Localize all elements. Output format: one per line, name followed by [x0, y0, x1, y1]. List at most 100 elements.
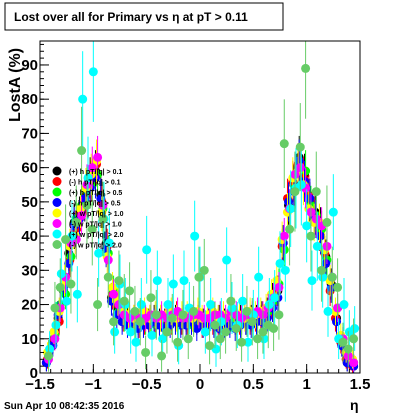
data-point — [109, 289, 119, 299]
data-point — [311, 187, 321, 197]
data-point — [227, 303, 237, 313]
data-point — [339, 300, 349, 310]
data-point — [61, 235, 71, 245]
data-point — [259, 334, 269, 344]
data-point — [50, 303, 60, 313]
y-tick-label: 50 — [21, 194, 38, 211]
data-point — [254, 272, 264, 282]
data-point — [215, 334, 225, 344]
data-point — [237, 337, 247, 347]
data-point — [50, 334, 60, 344]
data-point — [349, 358, 359, 368]
legend-label: (+) w pT/|q| > 1.0 — [69, 211, 124, 218]
legend-marker — [52, 208, 62, 218]
y-tick-label: 10 — [21, 331, 38, 348]
plot-area — [41, 41, 360, 373]
data-point — [290, 187, 300, 197]
data-point — [295, 142, 305, 152]
data-point — [328, 207, 338, 217]
data-point — [302, 221, 312, 231]
data-point — [109, 317, 119, 327]
legend-label: (-) w pT/|q| > 1.0 — [69, 222, 122, 229]
x-tick-label: −1 — [85, 376, 102, 393]
data-point — [242, 306, 252, 316]
data-point — [55, 282, 65, 292]
data-point — [179, 276, 189, 286]
data-point — [173, 337, 183, 347]
data-point — [131, 337, 141, 347]
y-tick-label: 20 — [21, 297, 38, 314]
legend: (+) h pT/|q| > 0.1 (-) h pT/|q| > 0.1 (+) … — [52, 166, 124, 250]
data-point — [114, 276, 124, 286]
x-tick-label: 1 — [302, 376, 310, 393]
data-point — [206, 300, 216, 310]
data-point — [238, 296, 248, 306]
data-point — [280, 265, 290, 275]
data-point — [108, 282, 118, 292]
data-point — [93, 152, 103, 162]
data-point — [316, 231, 326, 241]
legend-label: (+) h pT/|q| > 0.1 — [69, 169, 122, 176]
legend-label: (+) h pT/|q| > 0.5 — [69, 190, 122, 197]
data-point — [323, 306, 333, 316]
data-point — [286, 204, 296, 214]
footer-timestamp: Sun Apr 10 08:42:35 2016 — [4, 401, 125, 412]
x-tick-label: 0 — [196, 376, 204, 393]
data-point — [321, 258, 331, 268]
data-point — [167, 313, 177, 323]
data-point — [258, 327, 268, 337]
data-point — [312, 241, 322, 251]
data-point — [189, 306, 199, 316]
data-point — [327, 272, 337, 282]
data-point — [274, 310, 284, 320]
x-tick-label: −1.5 — [25, 376, 55, 393]
data-point — [62, 296, 72, 306]
data-point — [270, 293, 280, 303]
data-point — [141, 347, 151, 357]
data-point — [78, 94, 88, 104]
data-point — [151, 310, 161, 320]
data-point — [349, 334, 359, 344]
data-point — [343, 344, 353, 354]
data-point — [163, 300, 173, 310]
data-point — [274, 282, 284, 292]
data-point — [119, 296, 129, 306]
data-point — [279, 139, 289, 149]
data-point — [83, 173, 93, 183]
data-point — [322, 217, 332, 227]
data-point — [199, 265, 209, 275]
legend-marker — [52, 229, 62, 239]
data-point — [231, 324, 241, 334]
legend-marker — [52, 240, 62, 249]
data-point — [301, 63, 311, 73]
data-point — [88, 67, 98, 77]
data-point — [104, 238, 114, 248]
data-point — [275, 258, 285, 268]
data-point — [226, 296, 236, 306]
x-tick-label: 0.5 — [243, 376, 264, 393]
data-point — [210, 320, 220, 330]
data-point — [126, 327, 136, 337]
data-point — [338, 337, 348, 347]
legend-marker — [52, 177, 62, 186]
data-point — [158, 334, 168, 344]
y-tick-label: 0 — [30, 365, 38, 382]
data-point — [77, 146, 87, 156]
legend-marker — [52, 187, 62, 197]
data-point — [66, 279, 76, 289]
y-tick-label: 60 — [21, 160, 38, 177]
data-point — [103, 272, 113, 282]
data-point — [307, 276, 317, 286]
data-point — [200, 327, 210, 337]
data-point — [332, 317, 342, 327]
data-point — [183, 334, 193, 344]
y-tick-label: 90 — [21, 57, 38, 74]
axes: −1.5 −1 −0.5 0 0.5 1 1.5 0 10 20 30 40 50 60 70 80 90 — [21, 43, 370, 393]
data-point — [190, 231, 200, 241]
data-point — [51, 320, 61, 330]
data-point — [44, 351, 54, 361]
chart-title: Lost over all for Primary vs η at pT > 0… — [14, 10, 248, 24]
data-point — [146, 293, 156, 303]
data-point — [264, 300, 274, 310]
data-point — [306, 231, 316, 241]
